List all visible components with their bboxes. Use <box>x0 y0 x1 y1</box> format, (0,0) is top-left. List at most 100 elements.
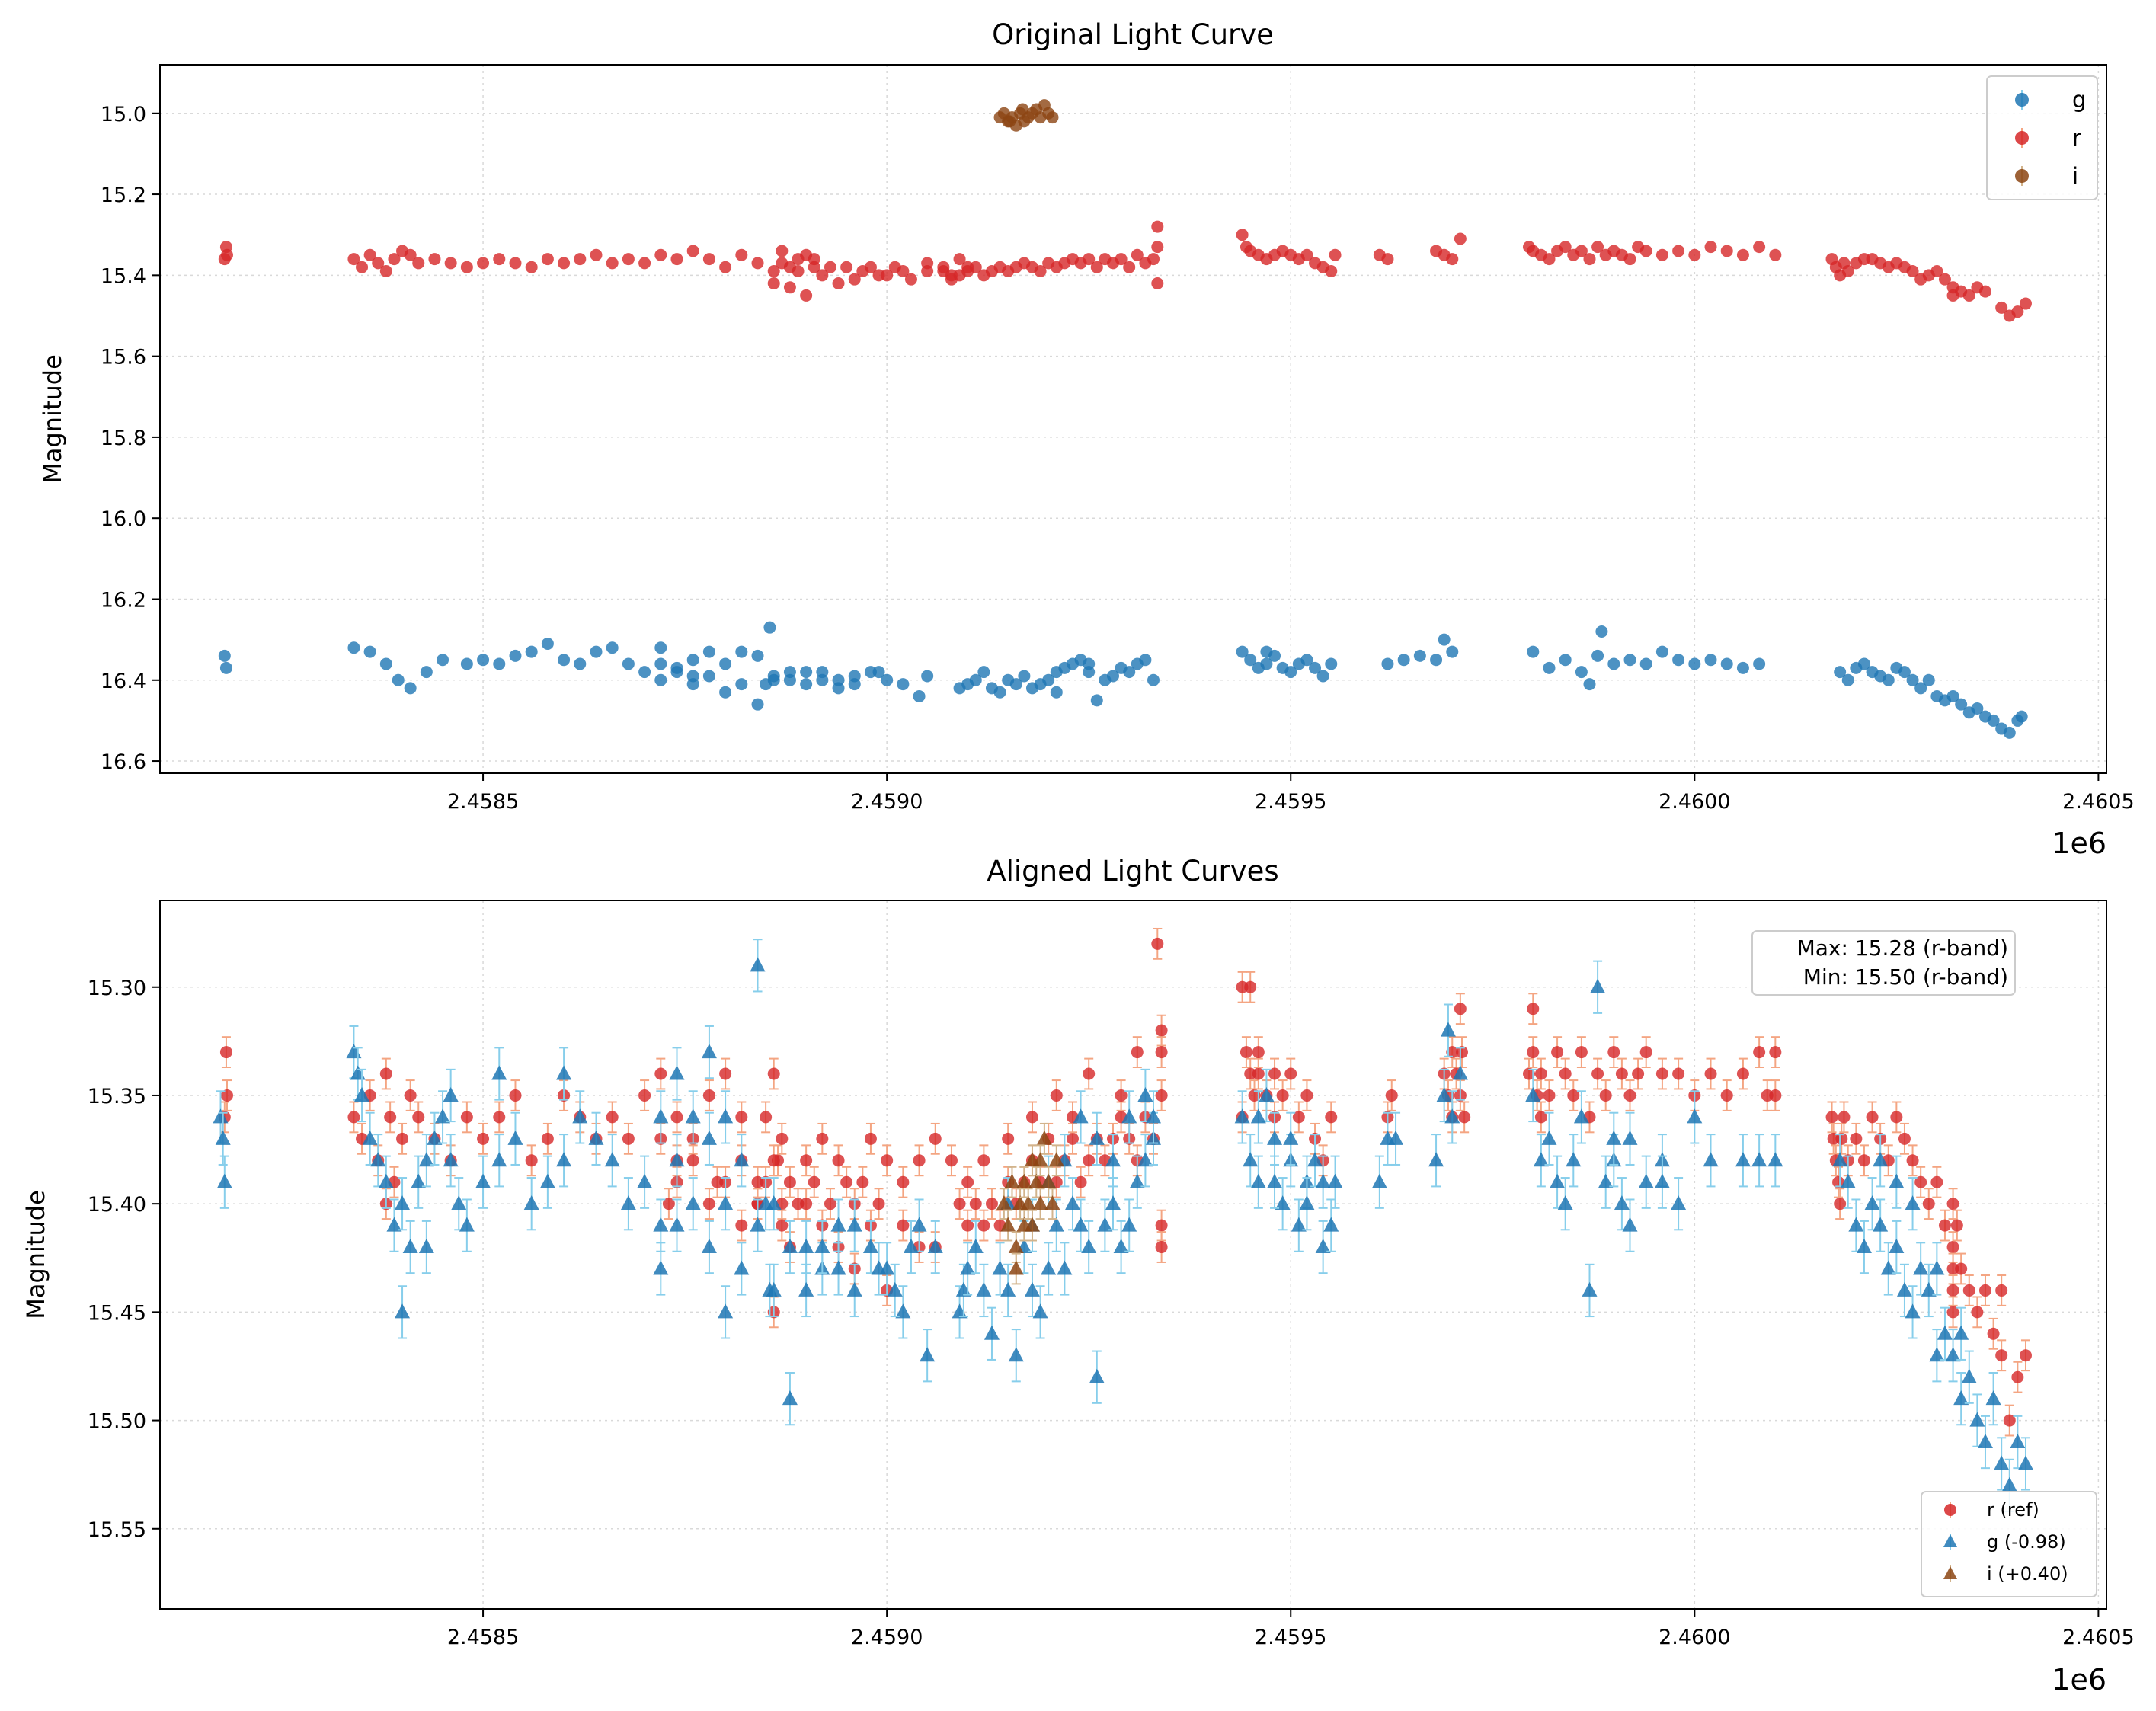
r-ref-data-point <box>606 1111 619 1124</box>
r-data-point <box>702 253 715 266</box>
g-0-98-data-point <box>1089 1130 1105 1145</box>
g-data-point <box>363 645 376 658</box>
g-0-98-data-point <box>903 1239 919 1254</box>
r-data-point <box>493 253 506 266</box>
g-0-98-data-point <box>887 1281 903 1297</box>
r-data-point <box>881 269 894 282</box>
g-0-98-data-point <box>701 1239 717 1254</box>
r-data-point <box>904 273 917 286</box>
g-0-98-data-point <box>718 1195 734 1210</box>
g-data-point <box>347 641 360 654</box>
r-data-point <box>1906 265 1919 278</box>
top-y-tick-label: 16.4 <box>101 670 146 693</box>
r-ref-data-point <box>1835 1132 1848 1145</box>
r-data-point <box>1454 232 1467 245</box>
g-0-98-data-point <box>1582 1281 1598 1297</box>
r-ref-data-point <box>1995 1284 2008 1297</box>
g-0-98-data-point <box>798 1239 814 1254</box>
r-ref-data-point <box>1248 1089 1261 1102</box>
g-0-98-data-point <box>895 1303 911 1319</box>
r-data-point <box>1381 253 1394 266</box>
g-0-98-data-point <box>701 1044 717 1059</box>
r-data-point <box>1446 253 1459 266</box>
g-0-98-data-point <box>1840 1173 1856 1188</box>
r-data-point <box>1995 301 2008 314</box>
g-0-98-data-point <box>1250 1108 1266 1124</box>
r-data-point <box>824 261 836 273</box>
r-ref-data-point <box>1284 1067 1297 1080</box>
top-legend-r-label: r <box>2072 125 2081 151</box>
r-data-point <box>1325 265 1338 278</box>
g-data-point <box>719 686 732 699</box>
g-0-98-data-point <box>1614 1195 1630 1210</box>
g-0-98-data-point <box>395 1303 411 1319</box>
r-ref-data-point <box>1898 1132 1911 1145</box>
g-0-98-data-point <box>734 1152 750 1167</box>
g-0-98-data-point <box>216 1173 232 1188</box>
g-data-point <box>1042 673 1055 686</box>
g-0-98-data-point <box>1977 1434 1993 1449</box>
r-data-point <box>1151 241 1164 254</box>
r-data-point <box>606 257 619 270</box>
g-data-point <box>1922 673 1935 686</box>
r-data-point <box>953 253 966 266</box>
g-data-point <box>783 666 796 679</box>
g-0-98-data-point <box>604 1152 620 1167</box>
g-0-98-data-point <box>402 1239 418 1254</box>
top-x-tick-label: 2.4605 <box>2062 790 2134 814</box>
r-data-point <box>558 257 571 270</box>
g-0-98-data-point <box>1953 1390 1969 1406</box>
g-0-98-data-point <box>960 1260 976 1275</box>
g-0-98-data-point <box>1081 1239 1097 1254</box>
r-data-point <box>1753 241 1766 254</box>
r-ref-data-point <box>1825 1111 1838 1124</box>
g-data-point <box>1381 657 1394 670</box>
g-0-98-data-point <box>1388 1130 1404 1145</box>
r-ref-data-point <box>977 1219 990 1232</box>
r-data-point <box>477 257 490 270</box>
r-ref-data-point <box>1930 1175 1943 1188</box>
g-data-point <box>1083 657 1096 670</box>
r-ref-data-point <box>1559 1067 1572 1080</box>
g-0-98-data-point <box>766 1195 782 1210</box>
i-data-point <box>1046 111 1059 124</box>
r-data-point <box>1962 289 1975 302</box>
top-data-marks <box>218 99 2032 739</box>
r-data-point <box>622 253 635 266</box>
r-ref-data-point <box>1946 1306 1959 1319</box>
r-ref-data-point <box>1946 1198 1959 1210</box>
r-ref-data-point <box>783 1175 796 1188</box>
g-data-point <box>437 654 449 667</box>
g-data-point <box>751 698 764 711</box>
r-ref-data-point <box>1946 1284 1959 1297</box>
bottom-legend-i-label: i (+0.40) <box>1987 1563 2068 1585</box>
g-data-point <box>702 670 715 683</box>
i-0-40-data-point <box>1016 1173 1032 1188</box>
g-0-98-data-point <box>1323 1217 1339 1232</box>
bottom-ticks: 2.4585 2.4590 2.4595 2.4600 2.4605 15.30 15.35… <box>88 977 2135 1649</box>
g-0-98-data-point <box>1541 1130 1557 1145</box>
r-ref-data-point <box>1599 1089 1612 1102</box>
g-data-point <box>1591 649 1604 662</box>
r-data-point <box>1083 253 1096 266</box>
r-ref-data-point <box>840 1175 853 1188</box>
r-data-point <box>1543 253 1556 266</box>
r-data-point <box>460 261 473 273</box>
r-ref-data-point <box>1720 1089 1733 1102</box>
r-data-point <box>735 248 748 261</box>
bottom-panel: 2.4585 2.4590 2.4595 2.4600 2.4605 15.30 15.35… <box>21 855 2135 1697</box>
g-data-point <box>606 641 619 654</box>
r-ref-data-point <box>1240 1046 1252 1059</box>
g-0-98-data-point <box>1121 1108 1137 1124</box>
r-data-point <box>719 261 732 273</box>
r-ref-data-point <box>1268 1067 1281 1080</box>
r-ref-data-point <box>2019 1349 2032 1362</box>
r-ref-data-point <box>1155 1046 1168 1059</box>
r-ref-data-point <box>1252 1067 1265 1080</box>
g-0-98-data-point <box>1291 1217 1307 1232</box>
r-ref-data-point <box>1890 1111 1903 1124</box>
r-data-point <box>832 277 845 289</box>
r-ref-data-point <box>1292 1111 1305 1124</box>
r-ref-data-point <box>1385 1089 1398 1102</box>
